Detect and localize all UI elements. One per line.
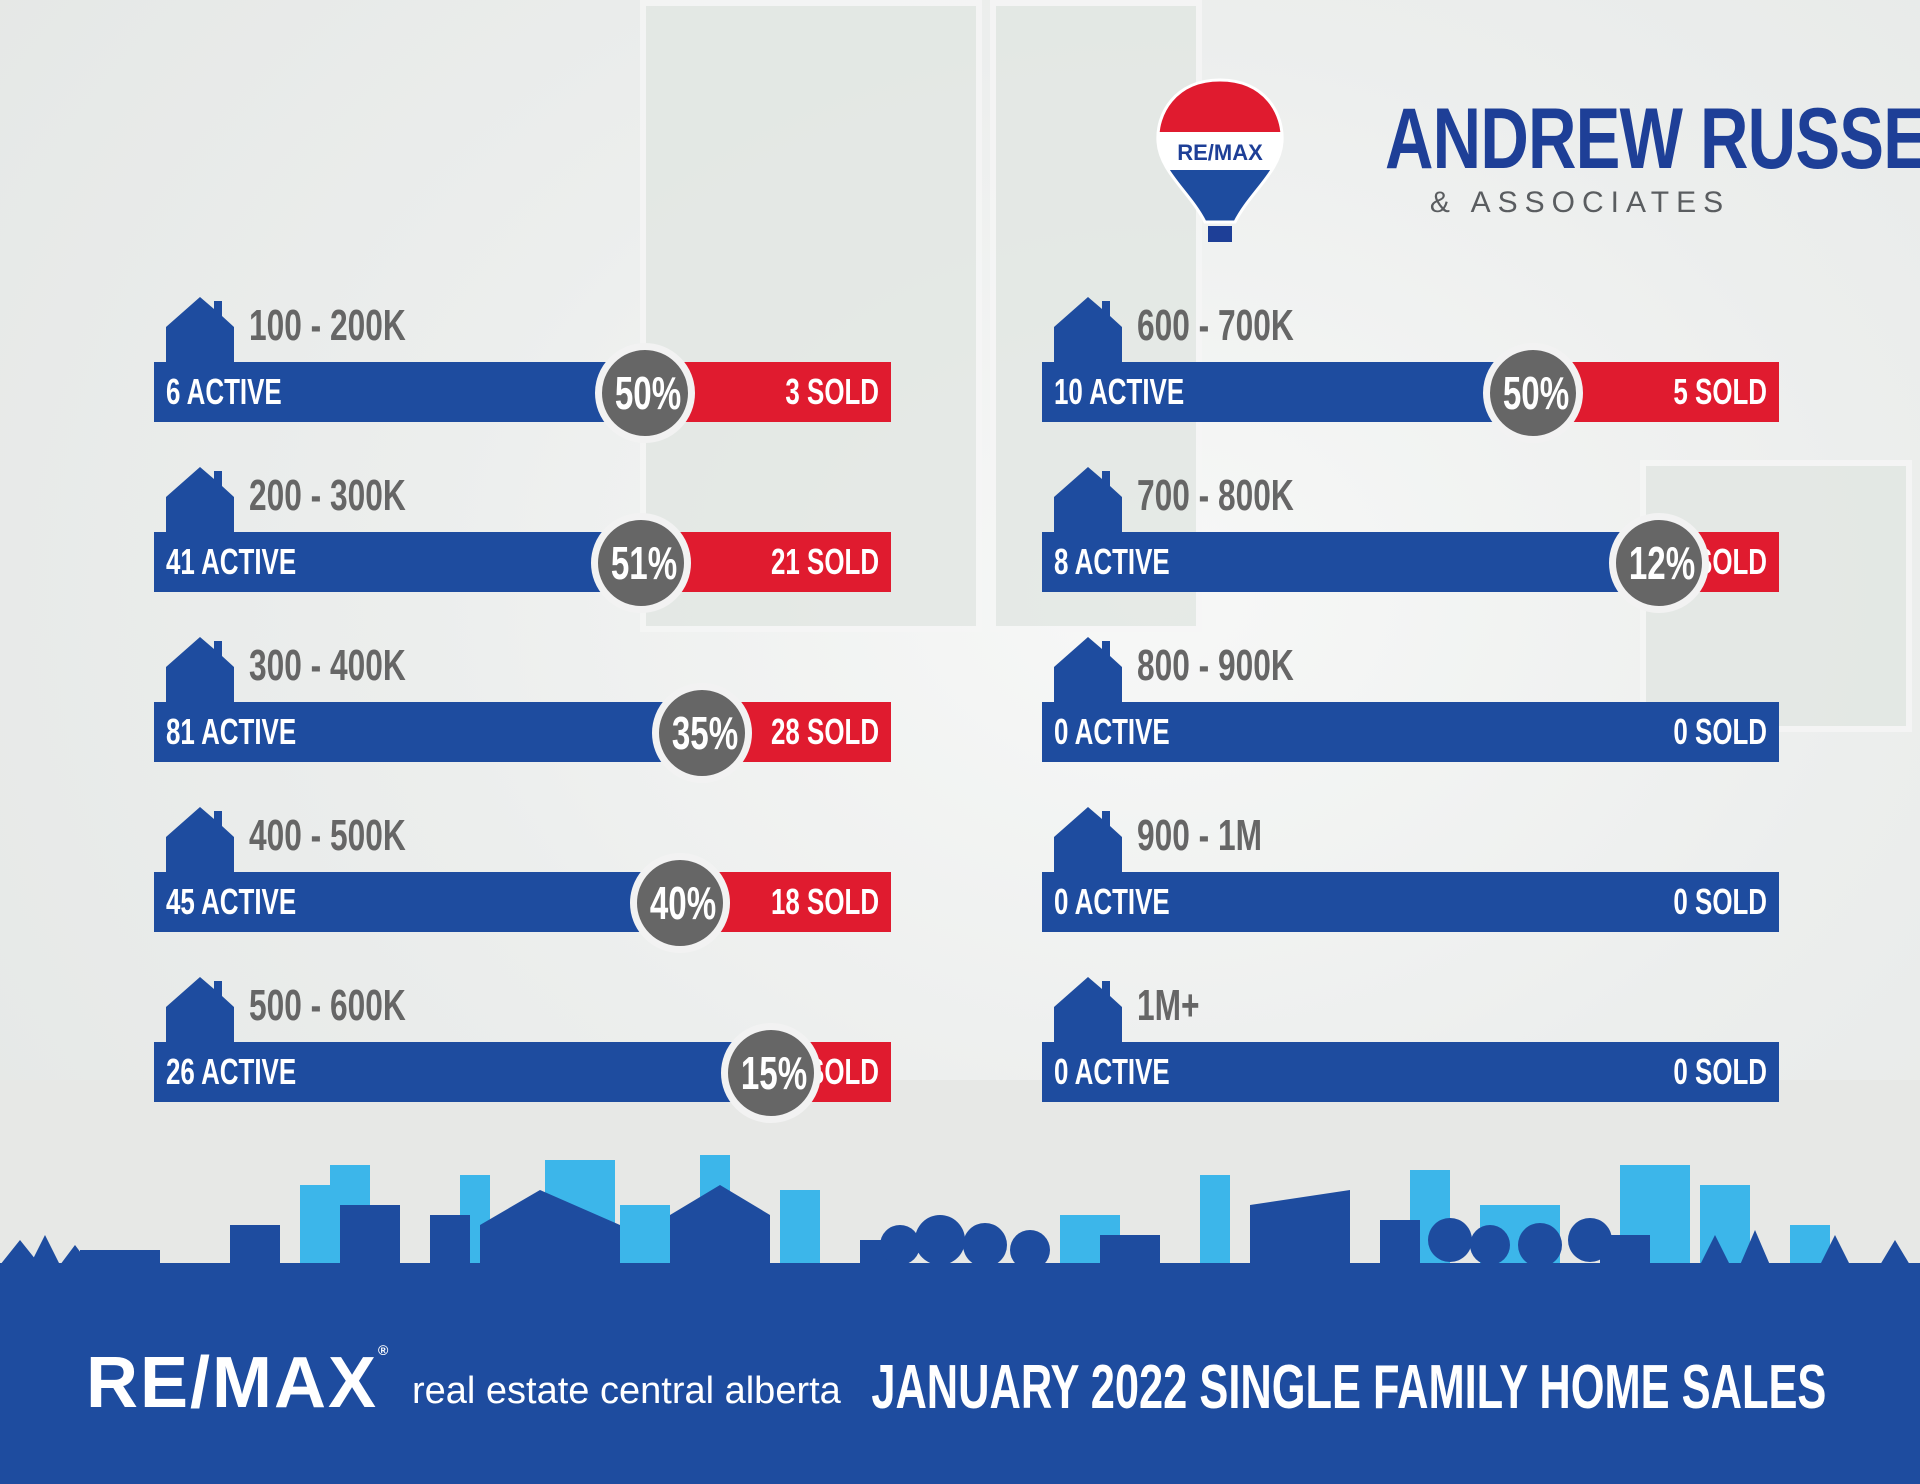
active-bar: [1042, 1042, 1779, 1102]
footer-bar: RE/MAX® real estate central alberta JANU…: [0, 1284, 1920, 1484]
sold-percent: 51%: [611, 537, 678, 589]
sold-percent-badge: 40%: [630, 853, 731, 953]
active-count: 0 ACTIVE: [1054, 881, 1170, 922]
active-bar: [154, 362, 646, 422]
active-bar: [154, 1042, 793, 1102]
active-count: 41 ACTIVE: [166, 541, 297, 582]
active-bar: [1042, 702, 1779, 762]
active-bar: [154, 872, 681, 932]
active-bar: [1042, 532, 1698, 592]
house-icon: [1054, 297, 1122, 363]
active-bar: [154, 702, 702, 762]
price-range-label: 700 - 800K: [1137, 471, 1294, 520]
house-icon: [166, 977, 234, 1043]
active-count: 45 ACTIVE: [166, 881, 297, 922]
sold-percent: 50%: [615, 367, 682, 419]
price-row: 1M+ 0 ACTIVE 0 SOLD: [1042, 977, 1779, 1127]
report-title: JANUARY 2022 SINGLE FAMILY HOME SALES: [870, 1353, 1826, 1422]
price-range-label: 500 - 600K: [249, 981, 406, 1030]
active-count: 26 ACTIVE: [166, 1051, 297, 1092]
footer-logo: RE/MAX®: [86, 1342, 390, 1424]
house-icon: [166, 297, 234, 363]
active-bar: [1042, 362, 1534, 422]
sold-bar: [1697, 532, 1779, 592]
sold-percent: 35%: [671, 707, 738, 759]
footer-logo-text: RE/MAX: [86, 1343, 379, 1423]
active-count: 6 ACTIVE: [166, 371, 282, 412]
price-row: 200 - 300K 41 ACTIVE 21 SOLD 51%: [154, 467, 891, 617]
sold-count: 0 SOLD: [1673, 881, 1767, 922]
house-icon: [1054, 467, 1122, 533]
registered-mark-icon: ®: [378, 1342, 391, 1358]
sold-percent: 50%: [1503, 367, 1570, 419]
brand-name: ANDREW RUSSELL: [1385, 91, 1920, 187]
active-count: 8 ACTIVE: [1054, 541, 1170, 582]
price-range-label: 900 - 1M: [1137, 811, 1263, 860]
sold-percent-badge: 50%: [595, 343, 696, 443]
price-row: 300 - 400K 81 ACTIVE 28 SOLD 35%: [154, 637, 891, 787]
active-count: 0 ACTIVE: [1054, 711, 1170, 752]
price-range-label: 200 - 300K: [249, 471, 406, 520]
sold-percent: 12%: [1628, 537, 1696, 589]
brand-block: ANDREW RUSSELL & ASSOCIATES: [1330, 91, 1920, 220]
active-bar: [1042, 872, 1779, 932]
price-range-label: 400 - 500K: [249, 811, 406, 860]
sold-count: 0 SOLD: [1673, 1051, 1767, 1092]
price-row: 500 - 600K 26 ACTIVE 4 SOLD 15%: [154, 977, 891, 1127]
house-icon: [166, 467, 234, 533]
price-range-label: 100 - 200K: [249, 301, 406, 350]
sold-count: 0 SOLD: [1673, 711, 1767, 752]
sold-percent-badge: 35%: [651, 683, 752, 783]
sold-percent-badge: 12%: [1609, 513, 1709, 613]
sold-count: 3 SOLD: [785, 371, 879, 412]
sold-percent-badge: 15%: [721, 1023, 821, 1123]
price-row: 700 - 800K 8 ACTIVE 1 SOLD 12%: [1042, 467, 1779, 617]
sold-percent: 40%: [650, 877, 717, 929]
sold-percent: 15%: [740, 1047, 808, 1099]
price-row: 100 - 200K 6 ACTIVE 3 SOLD 50%: [154, 297, 891, 447]
price-range-label: 800 - 900K: [1137, 641, 1294, 690]
active-count: 10 ACTIVE: [1054, 371, 1185, 412]
sold-count: 5 SOLD: [1673, 371, 1767, 412]
house-icon: [1054, 977, 1122, 1043]
sold-count: 21 SOLD: [770, 541, 879, 582]
price-range-label: 1M+: [1137, 981, 1200, 1030]
active-count: 0 ACTIVE: [1054, 1051, 1170, 1092]
house-icon: [1054, 637, 1122, 703]
active-count: 81 ACTIVE: [166, 711, 297, 752]
sold-percent-badge: 50%: [1483, 343, 1584, 443]
price-row: 800 - 900K 0 ACTIVE 0 SOLD: [1042, 637, 1779, 787]
balloon-logo-icon: RE/MAX: [1156, 78, 1284, 242]
city-skyline-icon: [0, 1155, 1920, 1290]
sold-percent-badge: 51%: [591, 513, 692, 613]
balloon-text: RE/MAX: [1177, 140, 1263, 165]
house-icon: [1054, 807, 1122, 873]
price-row: 400 - 500K 45 ACTIVE 18 SOLD 40%: [154, 807, 891, 957]
footer-tagline: real estate central alberta: [412, 1370, 841, 1412]
price-range-label: 300 - 400K: [249, 641, 406, 690]
active-bar: [154, 532, 642, 592]
window-pane: [640, 0, 982, 632]
price-row: 600 - 700K 10 ACTIVE 5 SOLD 50%: [1042, 297, 1779, 447]
price-row: 900 - 1M 0 ACTIVE 0 SOLD: [1042, 807, 1779, 957]
house-icon: [166, 807, 234, 873]
sold-count: 28 SOLD: [770, 711, 879, 752]
price-range-label: 600 - 700K: [1137, 301, 1294, 350]
house-icon: [166, 637, 234, 703]
sold-count: 18 SOLD: [770, 881, 879, 922]
brand-subtitle: & ASSOCIATES: [1429, 186, 1731, 219]
